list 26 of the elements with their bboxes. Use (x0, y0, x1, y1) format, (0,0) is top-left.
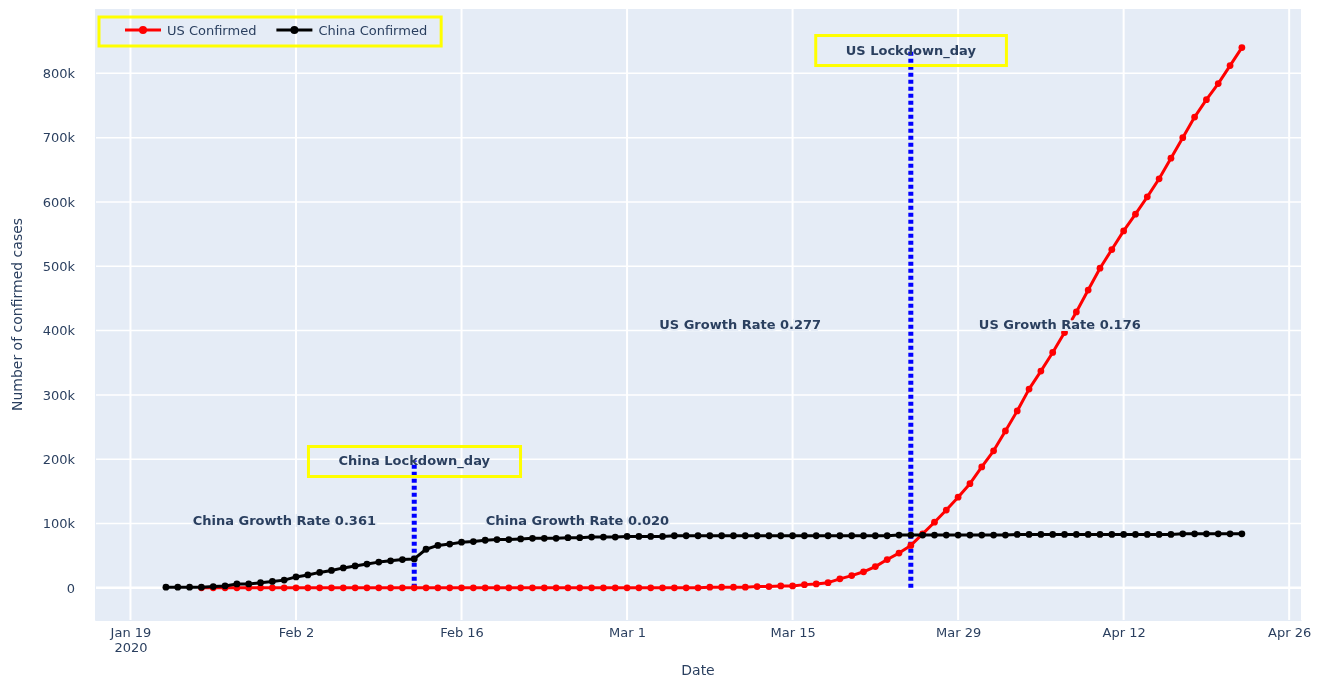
y-tick-label: 300k (42, 387, 76, 403)
x-tick-label: Mar 15 (770, 625, 816, 641)
legend-label: US Confirmed (167, 23, 257, 38)
y-tick-label: 0 (66, 580, 75, 596)
x-tick-label: Feb 2 (278, 625, 315, 641)
annotation: US Growth Rate 0.277 (659, 316, 822, 332)
y-tick-label: 500k (42, 258, 76, 274)
annotation: China Growth Rate 0.361 (192, 512, 376, 528)
ref-line-label: US Lockdown_day (845, 42, 977, 59)
y-tick-label: 600k (42, 194, 76, 210)
y-tick-label: 200k (42, 451, 76, 467)
y-tick-label: 800k (42, 65, 76, 81)
y-tick-label: 700k (42, 130, 76, 146)
x-tick-label: Mar 1 (609, 625, 647, 641)
y-tick-label: 100k (42, 516, 76, 532)
x-tick-label: Jan 19 2020 (109, 625, 152, 655)
x-tick-label: Mar 29 (936, 625, 982, 641)
x-tick-label: Feb 16 (440, 625, 484, 641)
y-axis-title: Number of confirmed cases (9, 217, 25, 412)
ref-line-label: China Lockdown_day (338, 453, 491, 470)
y-tick-label: 400k (42, 323, 76, 339)
x-axis-title: Date (681, 662, 715, 678)
legend-label: China Confirmed (318, 23, 428, 38)
annotation: China Growth Rate 0.020 (485, 512, 670, 528)
x-tick-label: Apr 26 (1268, 625, 1312, 641)
x-tick-label: Apr 12 (1102, 625, 1146, 641)
